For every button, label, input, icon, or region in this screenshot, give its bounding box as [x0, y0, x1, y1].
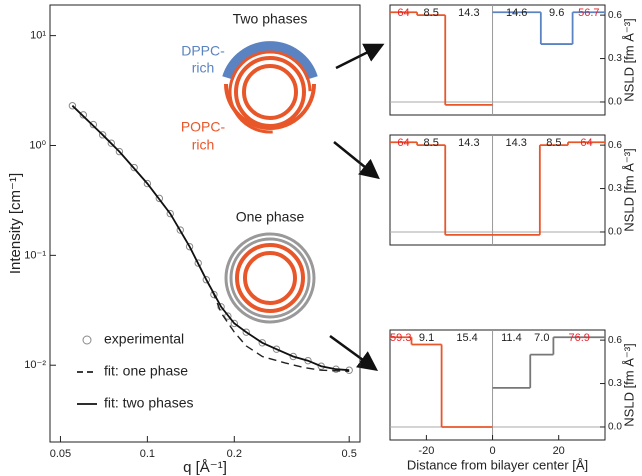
y-tick-label: 0.3 — [608, 183, 622, 194]
x-axis-label: q [Å⁻¹] — [183, 459, 227, 476]
y-tick-label: 0.0 — [608, 97, 622, 108]
data-point — [272, 345, 281, 353]
legend-label: fit: two phases — [104, 395, 194, 411]
data-point — [166, 209, 174, 218]
data-point — [115, 147, 124, 156]
y-tick-label: 0.0 — [608, 227, 622, 238]
thickness-label: 7.0 — [534, 332, 549, 344]
x-tick-label: 0.5 — [342, 448, 357, 460]
thickness-label: 11.4 — [501, 332, 522, 344]
fit-line — [71, 105, 350, 372]
y-tick-label: 0.3 — [608, 378, 622, 389]
x-tick-label: 0.1 — [140, 448, 155, 460]
fit-line — [71, 105, 350, 372]
data-point — [98, 131, 107, 139]
data-point — [194, 259, 202, 267]
thickness-label: 59.3 — [390, 332, 411, 344]
label-popc: rich — [192, 137, 215, 153]
y-tick-label: 0.0 — [608, 422, 622, 433]
y-axis-label: Intensity [cm⁻¹] — [7, 173, 24, 274]
thickness-label: 56.7 — [578, 7, 599, 19]
x-tick-label: 20 — [553, 445, 565, 457]
thickness-label: 14.3 — [458, 137, 479, 149]
thickness-label: 14.3 — [458, 7, 479, 19]
panel-frame — [389, 134, 606, 246]
thickness-label: 8.5 — [546, 137, 561, 149]
vesicle-one-phase — [224, 232, 316, 324]
thickness-label: 64 — [397, 137, 409, 149]
data-point — [155, 194, 164, 203]
thickness-label: 64 — [580, 137, 592, 149]
data-point — [79, 111, 88, 119]
data-point — [202, 276, 211, 284]
legend-label: fit: one phase — [104, 363, 188, 379]
x-tick-label: -20 — [418, 445, 434, 457]
thickness-label: 15.4 — [456, 332, 477, 344]
y-tick-label: 10⁻² — [24, 359, 46, 371]
label-two-phases: Two phases — [233, 11, 308, 27]
thickness-label: 14.6 — [506, 7, 527, 19]
data-point — [258, 339, 266, 347]
data-point — [210, 290, 218, 299]
data-point — [185, 242, 194, 251]
thickness-label: 8.5 — [424, 137, 439, 149]
vesicle-two-phases — [222, 41, 318, 134]
y-tick-label: 0.6 — [608, 10, 622, 21]
y-tick-label: 0.3 — [608, 53, 622, 64]
thickness-label: 64 — [397, 7, 409, 19]
x-tick-label: 0 — [489, 445, 495, 457]
label-dppc: rich — [192, 60, 215, 76]
data-point — [242, 328, 250, 336]
y-tick-label: 10¹ — [30, 30, 46, 42]
data-point — [130, 163, 138, 172]
legend-label: experimental — [104, 331, 184, 347]
panel-frame — [389, 4, 606, 116]
data-point — [68, 102, 77, 110]
x-tick-label: 0.2 — [227, 448, 242, 460]
data-point — [89, 120, 98, 129]
data-point — [230, 319, 238, 328]
y-tick-label: 0.6 — [608, 140, 622, 151]
data-point — [217, 303, 225, 311]
legend-marker — [82, 335, 92, 345]
label-popc: POPC- — [181, 119, 226, 135]
thickness-label: 8.5 — [424, 7, 439, 19]
x-axis-label: Distance from bilayer center [Å] — [407, 457, 588, 472]
y-tick-label: 10⁰ — [29, 139, 46, 151]
thickness-label: 9.1 — [419, 332, 434, 344]
x-tick-label: 0.05 — [50, 448, 71, 460]
y-tick-label: 10⁻¹ — [24, 249, 46, 261]
data-point — [176, 226, 184, 234]
y-axis-label: NSLD [fm Å⁻³] — [621, 343, 636, 426]
plot-frame — [49, 4, 361, 443]
data-point — [143, 179, 152, 188]
label-dppc: DPPC- — [181, 43, 225, 59]
thickness-label: 9.6 — [549, 7, 564, 19]
thickness-label: 76.9 — [568, 332, 589, 344]
y-tick-label: 0.6 — [608, 335, 622, 346]
data-point — [224, 312, 232, 320]
thickness-label: 14.3 — [505, 137, 526, 149]
data-point — [107, 139, 116, 147]
y-axis-label: NSLD [fm Å⁻³] — [621, 148, 636, 231]
label-one-phase: One phase — [236, 209, 305, 225]
panel-frame — [389, 329, 606, 441]
y-axis-label: NSLD [fm Å⁻³] — [621, 18, 636, 101]
arrows — [329, 43, 385, 371]
